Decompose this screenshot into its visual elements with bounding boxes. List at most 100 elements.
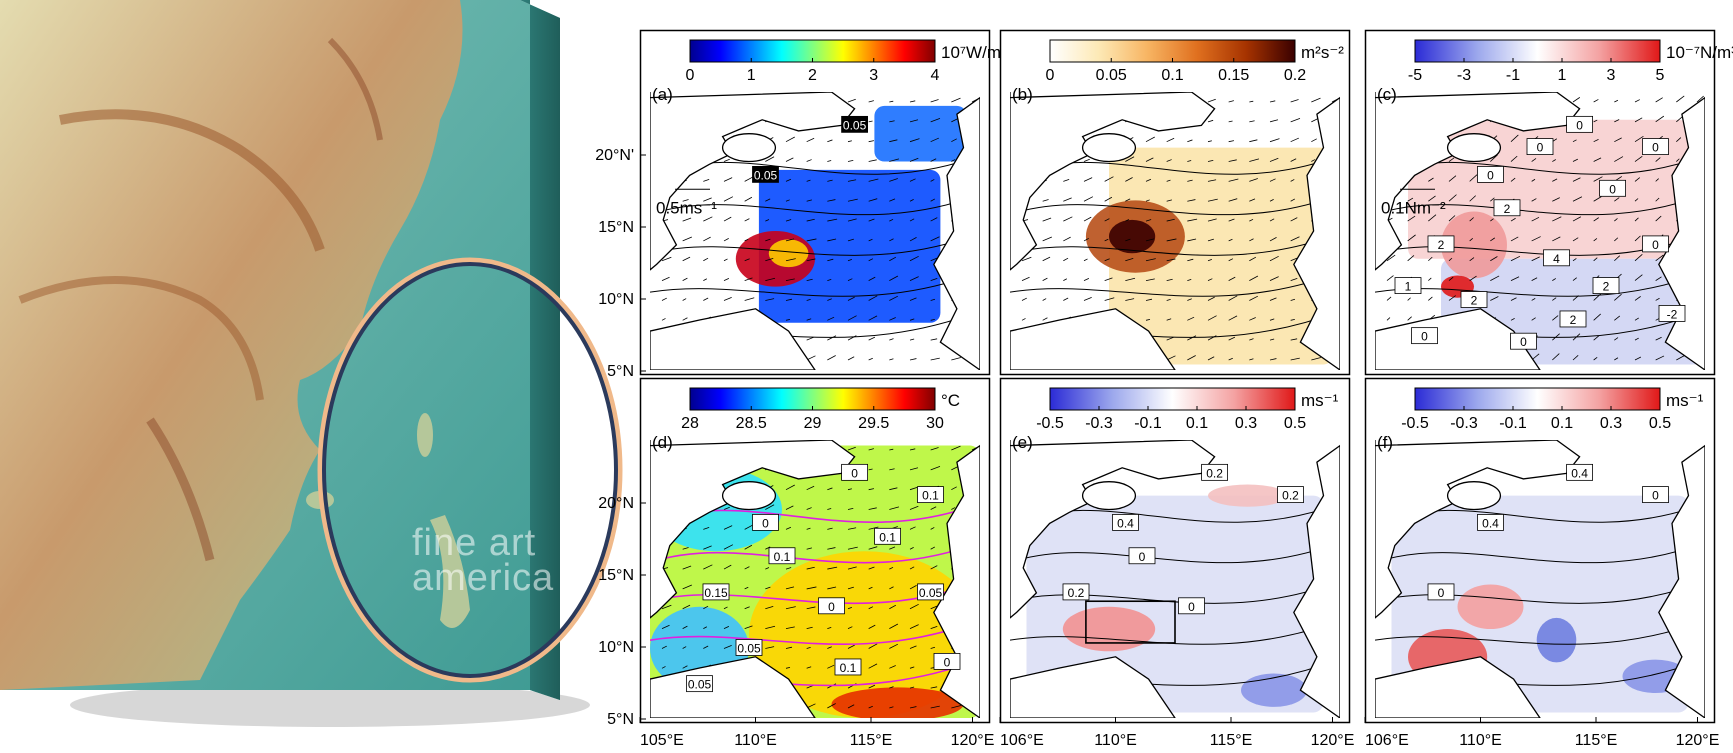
vector-scale-label: 0.5ms⁻¹ xyxy=(656,198,717,217)
lat-tick-label: 15°N xyxy=(598,219,634,236)
panel-label: (d) xyxy=(652,433,673,452)
svg-text:0.4: 0.4 xyxy=(1482,516,1499,530)
colorbar-tick-label: 28.5 xyxy=(736,415,767,432)
contour-label: 2 xyxy=(1493,199,1521,217)
land-relief xyxy=(0,0,463,690)
contour-label: 0.4 xyxy=(1477,513,1504,531)
colorbar-tick-label: 0.5 xyxy=(1284,415,1306,432)
lat-tick-label: 5°N xyxy=(607,711,634,728)
colorbar-unit: ms⁻¹ xyxy=(1301,391,1339,410)
map-field xyxy=(1010,92,1340,370)
contour-label: 0.2 xyxy=(1201,463,1229,481)
lat-tick-label: 20°N' xyxy=(595,147,634,164)
panel-b: 0 0.05 0.1 0.15 0.2 m²s⁻² (b) xyxy=(999,29,1351,405)
lat-tick-label: 20°N xyxy=(598,495,634,512)
lon-tick-label: 115°E xyxy=(850,732,893,749)
colorbar-tick-label: 0.1 xyxy=(1161,67,1183,84)
map-field xyxy=(1375,440,1705,718)
colorbar-tick-label: -3 xyxy=(1457,67,1471,84)
lon-tick-label: 115°E xyxy=(1210,732,1253,749)
hainan-island xyxy=(1081,133,1137,163)
svg-text:0: 0 xyxy=(1652,141,1659,155)
hainan-island xyxy=(1446,133,1502,163)
coastline-south xyxy=(650,656,816,718)
contour-label: 0 xyxy=(1599,179,1627,197)
svg-text:0: 0 xyxy=(1609,182,1616,196)
lon-tick-label: 110°E xyxy=(1094,732,1137,749)
contour-label: 4 xyxy=(1543,249,1570,267)
colorbar-tick-label: 1 xyxy=(747,67,756,84)
lat-tick-label: 10°N xyxy=(598,291,634,308)
lon-tick-label: 105°E xyxy=(640,732,684,749)
colorbar-tick-label: 0.2 xyxy=(1284,67,1306,84)
vector-scale-label: 0.1Nm⁻² xyxy=(1381,198,1446,217)
contour-label: 0.1 xyxy=(768,547,796,565)
panel-label: (c) xyxy=(1377,85,1397,104)
colorbar xyxy=(1049,387,1296,411)
svg-text:0.2: 0.2 xyxy=(1282,489,1299,503)
svg-text:0: 0 xyxy=(1438,586,1445,600)
svg-text:0.1: 0.1 xyxy=(774,550,791,564)
contour-label: 0 xyxy=(933,652,961,670)
contour-label: 0.15 xyxy=(702,583,730,601)
taiwan-island xyxy=(417,413,433,457)
panel-label: (f) xyxy=(1377,433,1393,452)
svg-text:0: 0 xyxy=(1139,550,1146,564)
svg-text:0: 0 xyxy=(944,655,951,669)
map-field xyxy=(650,92,980,370)
svg-text:0.05: 0.05 xyxy=(737,642,761,656)
watermark-line1: fine art xyxy=(412,522,536,564)
lon-tick-label: 110°E xyxy=(734,732,777,749)
colorbar-tick-label: 2 xyxy=(808,67,817,84)
contour-label: 0.05 xyxy=(686,675,713,693)
svg-text:0.05: 0.05 xyxy=(919,586,943,600)
colorbar-tick-label: 3 xyxy=(869,67,878,84)
contour-label: 0.4 xyxy=(1112,513,1139,531)
lon-tick-label: 120°E xyxy=(1676,732,1720,749)
colorbar-tick-label: -0.3 xyxy=(1085,415,1113,432)
svg-text:2: 2 xyxy=(1603,280,1610,294)
contour-label: 0 xyxy=(1411,327,1438,345)
contour-label: 0 xyxy=(1566,115,1594,133)
watermark-line2: america xyxy=(412,557,554,599)
contour-label: 0 xyxy=(818,597,845,615)
svg-text:0.4: 0.4 xyxy=(1117,516,1134,530)
svg-text:0.4: 0.4 xyxy=(1571,466,1588,480)
coastline-south xyxy=(1010,656,1176,718)
contour-label: 0 xyxy=(1526,138,1554,155)
contour-label: 0.05 xyxy=(841,115,869,133)
contour-label: 0 xyxy=(1178,597,1205,615)
colorbar-tick-label: 5 xyxy=(1656,67,1665,84)
highlight-box xyxy=(1085,600,1176,644)
coastline-east xyxy=(933,96,980,370)
svg-text:0: 0 xyxy=(1576,118,1583,132)
svg-text:0: 0 xyxy=(851,466,858,480)
contour-label: 0.1 xyxy=(874,527,902,545)
svg-text:1: 1 xyxy=(1405,280,1412,294)
lon-tick-label: 120°E xyxy=(951,732,995,749)
colorbar-tick-label: 0.1 xyxy=(1551,415,1573,432)
colorbar-tick-label: 3 xyxy=(1607,67,1616,84)
colorbar-tick-label: 30 xyxy=(926,415,944,432)
contour-label: 0 xyxy=(841,463,869,481)
colorbar-unit: ms⁻¹ xyxy=(1666,391,1704,410)
coastline-south xyxy=(650,308,816,370)
lat-tick-label: 15°N xyxy=(598,567,634,584)
svg-text:0.15: 0.15 xyxy=(704,586,728,600)
contour-label: 1 xyxy=(1394,277,1422,295)
contour-label: 0 xyxy=(1427,583,1455,601)
contour-label: 0 xyxy=(1642,138,1669,155)
contour-label: 2 xyxy=(1460,291,1488,308)
colorbar-tick-label: 0 xyxy=(1046,67,1055,84)
svg-text:0: 0 xyxy=(1652,489,1659,503)
panel-e: -0.5 -0.3 -0.1 0.1 0.3 0.5 ms⁻¹ 0.2 0.4 0.2 0.2 0 0 (… xyxy=(999,377,1354,753)
coastline-east xyxy=(1293,444,1340,718)
contour-label: 0.2 xyxy=(1277,486,1304,503)
colorbar-unit: °C xyxy=(941,391,960,410)
lon-tick-label: 110°E xyxy=(1459,732,1502,749)
colorbar-tick-label: -0.5 xyxy=(1036,415,1064,432)
colorbar xyxy=(1414,387,1661,411)
svg-text:0.2: 0.2 xyxy=(1068,586,1085,600)
lat-tick-label: 10°N xyxy=(598,639,634,656)
svg-text:0.05: 0.05 xyxy=(688,678,712,692)
